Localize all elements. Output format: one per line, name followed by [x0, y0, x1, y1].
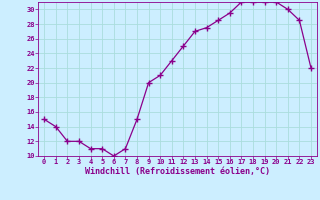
X-axis label: Windchill (Refroidissement éolien,°C): Windchill (Refroidissement éolien,°C): [85, 167, 270, 176]
